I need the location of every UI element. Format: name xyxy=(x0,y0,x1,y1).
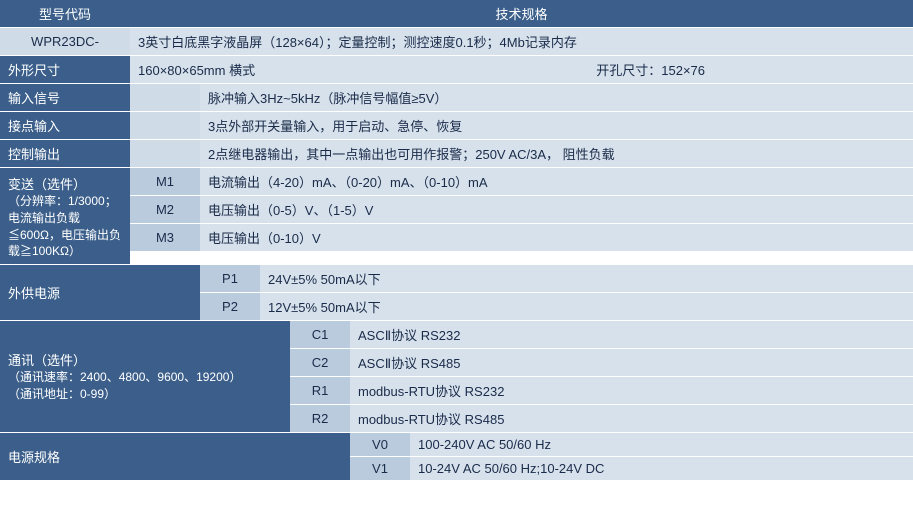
ext-power-label: 外供电源 xyxy=(0,265,200,320)
row-input-signal: 输入信号 脉冲输入3Hz~5kHz（脉冲信号幅值≥5V） xyxy=(0,84,913,112)
transmit-desc: 电压输出（0-10）V xyxy=(200,224,913,251)
dimensions-value-cell: 160×80×65mm 横式 开孔尺寸：152×76 xyxy=(130,56,913,83)
comm-item: C1 ASCⅡ协议 RS232 xyxy=(290,321,913,349)
ext-power-code: P2 xyxy=(200,293,260,320)
transmit-code: M2 xyxy=(130,196,200,223)
blank-sub-3 xyxy=(130,140,200,167)
row-transmit: 变送（选件） （分辨率：1/3000；电流输出负载≦600Ω，电压输出负载≧10… xyxy=(0,168,913,265)
transmit-code: M1 xyxy=(130,168,200,195)
row-comm: 通讯（选件） （通讯速率：2400、4800、9600、19200） （通讯地址… xyxy=(0,321,913,433)
comm-note: （通讯速率：2400、4800、9600、19200） （通讯地址：0-99） xyxy=(8,369,241,403)
model-desc-cell: 3英寸白底黑字液晶屏（128×64）；定量控制；测控速度0.1秒；4Mb记录内存 xyxy=(130,28,913,55)
ext-power-code: P1 xyxy=(200,265,260,292)
power-spec-desc: 10-24V AC 50/60 Hz;10-24V DC xyxy=(410,457,913,480)
transmit-items: M1 电流输出（4-20）mA、（0-20）mA、（0-10）mA M2 电压输… xyxy=(130,168,913,264)
transmit-desc: 电压输出（0-5）V、（1-5）V xyxy=(200,196,913,223)
transmit-label-cell: 变送（选件） （分辨率：1/3000；电流输出负载≦600Ω，电压输出负载≧10… xyxy=(0,168,130,264)
power-spec-code: V0 xyxy=(350,433,410,456)
spec-table: 型号代码 技术规格 WPR23DC- 3英寸白底黑字液晶屏（128×64）；定量… xyxy=(0,0,913,481)
contact-input-label: 接点输入 xyxy=(0,112,130,139)
ext-power-items: P1 24V±5% 50mA以下 P2 12V±5% 50mA以下 xyxy=(200,265,913,320)
row-control-output: 控制输出 2点继电器输出，其中一点输出也可用作报警；250V AC/3A， 阻性… xyxy=(0,140,913,168)
row-ext-power: 外供电源 P1 24V±5% 50mA以下 P2 12V±5% 50mA以下 xyxy=(0,265,913,321)
comm-item: R1 modbus-RTU协议 RS232 xyxy=(290,377,913,405)
row-dimensions: 外形尺寸 160×80×65mm 横式 开孔尺寸：152×76 xyxy=(0,56,913,84)
comm-items: C1 ASCⅡ协议 RS232 C2 ASCⅡ协议 RS485 R1 modbu… xyxy=(290,321,913,432)
transmit-note: （分辨率：1/3000；电流输出负载≦600Ω，电压输出负载≧100KΩ） xyxy=(8,193,122,260)
power-spec-items: V0 100-240V AC 50/60 Hz V1 10-24V AC 50/… xyxy=(350,433,913,480)
ext-power-item: P2 12V±5% 50mA以下 xyxy=(200,293,913,320)
header-row: 型号代码 技术规格 xyxy=(0,0,913,28)
comm-code: R2 xyxy=(290,405,350,432)
row-power-spec: 电源规格 V0 100-240V AC 50/60 Hz V1 10-24V A… xyxy=(0,433,913,481)
control-output-label: 控制输出 xyxy=(0,140,130,167)
transmit-desc: 电流输出（4-20）mA、（0-20）mA、（0-10）mA xyxy=(200,168,913,195)
comm-code: R1 xyxy=(290,377,350,404)
power-spec-desc: 100-240V AC 50/60 Hz xyxy=(410,433,913,456)
blank-sub-2 xyxy=(130,112,200,139)
input-signal-label: 输入信号 xyxy=(0,84,130,111)
dimensions-label: 外形尺寸 xyxy=(0,56,130,83)
power-spec-code: V1 xyxy=(350,457,410,480)
comm-label-cell: 通讯（选件） （通讯速率：2400、4800、9600、19200） （通讯地址… xyxy=(0,321,290,432)
transmit-item: M3 电压输出（0-10）V xyxy=(130,224,913,251)
contact-input-value: 3点外部开关量输入，用于启动、急停、恢复 xyxy=(200,112,913,139)
header-spec: 技术规格 xyxy=(130,0,913,27)
transmit-label: 变送（选件） xyxy=(8,174,86,193)
transmit-item: M1 电流输出（4-20）mA、（0-20）mA、（0-10）mA xyxy=(130,168,913,196)
transmit-code: M3 xyxy=(130,224,200,251)
comm-code: C2 xyxy=(290,349,350,376)
comm-item: R2 modbus-RTU协议 RS485 xyxy=(290,405,913,432)
power-spec-item: V0 100-240V AC 50/60 Hz xyxy=(350,433,913,457)
header-model-code: 型号代码 xyxy=(0,0,130,27)
comm-label: 通讯（选件） xyxy=(8,350,86,369)
dimensions-hole: 开孔尺寸：152×76 xyxy=(596,60,705,79)
dimensions-value: 160×80×65mm 横式 xyxy=(138,60,255,79)
comm-desc: modbus-RTU协议 RS485 xyxy=(350,405,913,432)
input-signal-value: 脉冲输入3Hz~5kHz（脉冲信号幅值≥5V） xyxy=(200,84,913,111)
control-output-value: 2点继电器输出，其中一点输出也可用作报警；250V AC/3A， 阻性负载 xyxy=(200,140,913,167)
comm-desc: ASCⅡ协议 RS232 xyxy=(350,321,913,348)
transmit-item: M2 电压输出（0-5）V、（1-5）V xyxy=(130,196,913,224)
power-spec-label: 电源规格 xyxy=(0,433,350,480)
comm-item: C2 ASCⅡ协议 RS485 xyxy=(290,349,913,377)
ext-power-desc: 24V±5% 50mA以下 xyxy=(260,265,913,292)
comm-desc: ASCⅡ协议 RS485 xyxy=(350,349,913,376)
blank-sub-1 xyxy=(130,84,200,111)
row-contact-input: 接点输入 3点外部开关量输入，用于启动、急停、恢复 xyxy=(0,112,913,140)
comm-code: C1 xyxy=(290,321,350,348)
row-model: WPR23DC- 3英寸白底黑字液晶屏（128×64）；定量控制；测控速度0.1… xyxy=(0,28,913,56)
model-code-cell: WPR23DC- xyxy=(0,28,130,55)
ext-power-desc: 12V±5% 50mA以下 xyxy=(260,293,913,320)
power-spec-item: V1 10-24V AC 50/60 Hz;10-24V DC xyxy=(350,457,913,480)
ext-power-item: P1 24V±5% 50mA以下 xyxy=(200,265,913,293)
comm-desc: modbus-RTU协议 RS232 xyxy=(350,377,913,404)
